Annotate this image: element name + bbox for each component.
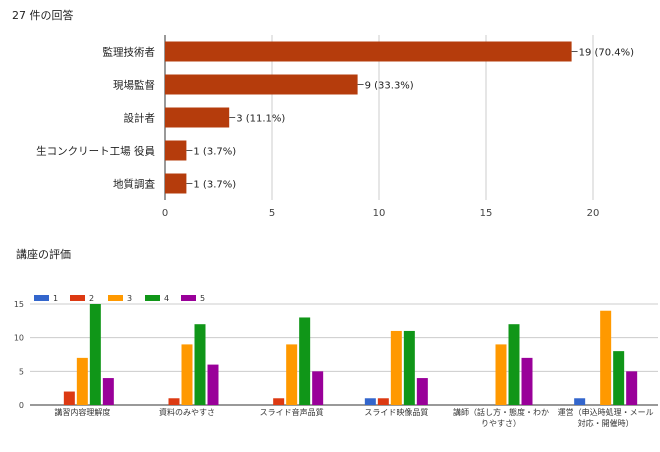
y-tick-label: 5 — [19, 367, 24, 376]
legend-label: 2 — [89, 294, 94, 303]
legend-label: 4 — [164, 294, 169, 303]
bar-5 — [416, 378, 428, 405]
x-category-label: りやすさ） — [481, 419, 521, 428]
bar-1 — [364, 398, 376, 405]
bar-4 — [403, 330, 415, 405]
data-label: 1 (3.7%) — [193, 180, 236, 191]
x-tick-label: 0 — [162, 208, 168, 219]
bar-4 — [299, 317, 311, 405]
category-label: 生コンクリート工場 役員 — [36, 145, 155, 158]
bar-2 — [63, 391, 75, 405]
bar-2 — [377, 398, 389, 405]
y-tick-label: 15 — [14, 300, 24, 309]
data-label: 9 (33.3%) — [365, 81, 414, 92]
data-label: 1 (3.7%) — [193, 147, 236, 158]
x-category-label: スライド音声品質 — [260, 407, 324, 417]
y-tick-label: 10 — [14, 334, 24, 343]
data-label: 19 (70.4%) — [579, 48, 635, 59]
bar-3 — [286, 344, 298, 405]
legend-swatch — [70, 295, 85, 301]
bar-2 — [165, 74, 358, 95]
legend-label: 1 — [53, 294, 58, 303]
category-label: 現場監督 — [113, 79, 155, 92]
x-tick-label: 15 — [480, 208, 493, 219]
bar-3 — [76, 357, 88, 405]
category-label: 設計者 — [124, 112, 156, 125]
bar-4 — [613, 351, 625, 405]
data-label: 3 (11.1%) — [236, 114, 285, 125]
legend-label: 5 — [200, 294, 205, 303]
bar-4 — [194, 324, 206, 405]
section-title: 講座の評価 — [16, 248, 71, 261]
legend-swatch — [34, 295, 49, 301]
bar-3 — [181, 344, 193, 405]
x-category-label: 講師（話し方・態度・わか — [453, 407, 549, 417]
bar-3 — [495, 344, 507, 405]
legend-swatch — [181, 295, 196, 301]
bar-1 — [165, 41, 572, 62]
x-tick-label: 20 — [587, 208, 600, 219]
legend-swatch — [145, 295, 160, 301]
x-category-label: スライド映像品質 — [364, 407, 428, 417]
bar-5 — [626, 371, 638, 405]
legend-swatch — [108, 295, 123, 301]
job-title-bar-chart: 0 5 10 15 20 監理技術者 19 (70.4%) 現場監督 9 (33.3%) 設計者 3… — [36, 35, 635, 219]
bar-3 — [165, 107, 230, 128]
bar-5 — [165, 173, 187, 194]
bar-2 — [273, 398, 285, 405]
bar-1 — [574, 398, 586, 405]
x-tick-label: 5 — [269, 208, 275, 219]
bar-3 — [600, 310, 612, 405]
response-count: 27 件の回答 — [12, 9, 74, 22]
bar-5 — [521, 357, 533, 405]
bar-5 — [207, 364, 219, 405]
bar-5 — [312, 371, 324, 405]
bar-3 — [390, 330, 402, 405]
bar-5 — [102, 378, 114, 405]
bar-2 — [168, 398, 180, 405]
legend-label: 3 — [127, 294, 132, 303]
x-category-label: 講習内容理解度 — [54, 407, 110, 417]
category-label: 監理技術者 — [103, 46, 156, 59]
x-category-label: 資料のみやすさ — [159, 407, 215, 417]
x-category-label: 運営（申込時処理・メール — [558, 407, 654, 417]
category-label: 地質調査 — [113, 178, 155, 191]
x-category-label: 対応・開催時） — [578, 418, 634, 428]
x-tick-label: 10 — [373, 208, 386, 219]
bar-4 — [89, 304, 101, 405]
y-tick-label: 0 — [19, 401, 24, 410]
bar-4 — [165, 140, 187, 161]
bar-4 — [508, 324, 520, 405]
